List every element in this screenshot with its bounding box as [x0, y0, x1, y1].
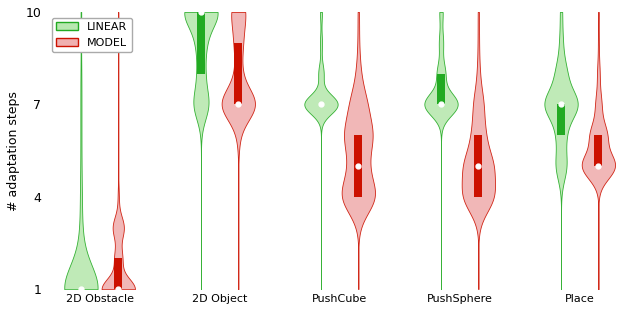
Y-axis label: # adaptation steps: # adaptation steps	[7, 91, 20, 211]
Bar	[234, 43, 243, 104]
Bar	[595, 135, 602, 166]
Bar	[355, 135, 362, 197]
Bar	[474, 135, 483, 197]
Bar	[115, 258, 122, 289]
Legend: LINEAR, MODEL: LINEAR, MODEL	[52, 17, 132, 52]
Bar	[197, 12, 205, 74]
Bar	[557, 104, 565, 135]
Bar	[437, 74, 445, 104]
